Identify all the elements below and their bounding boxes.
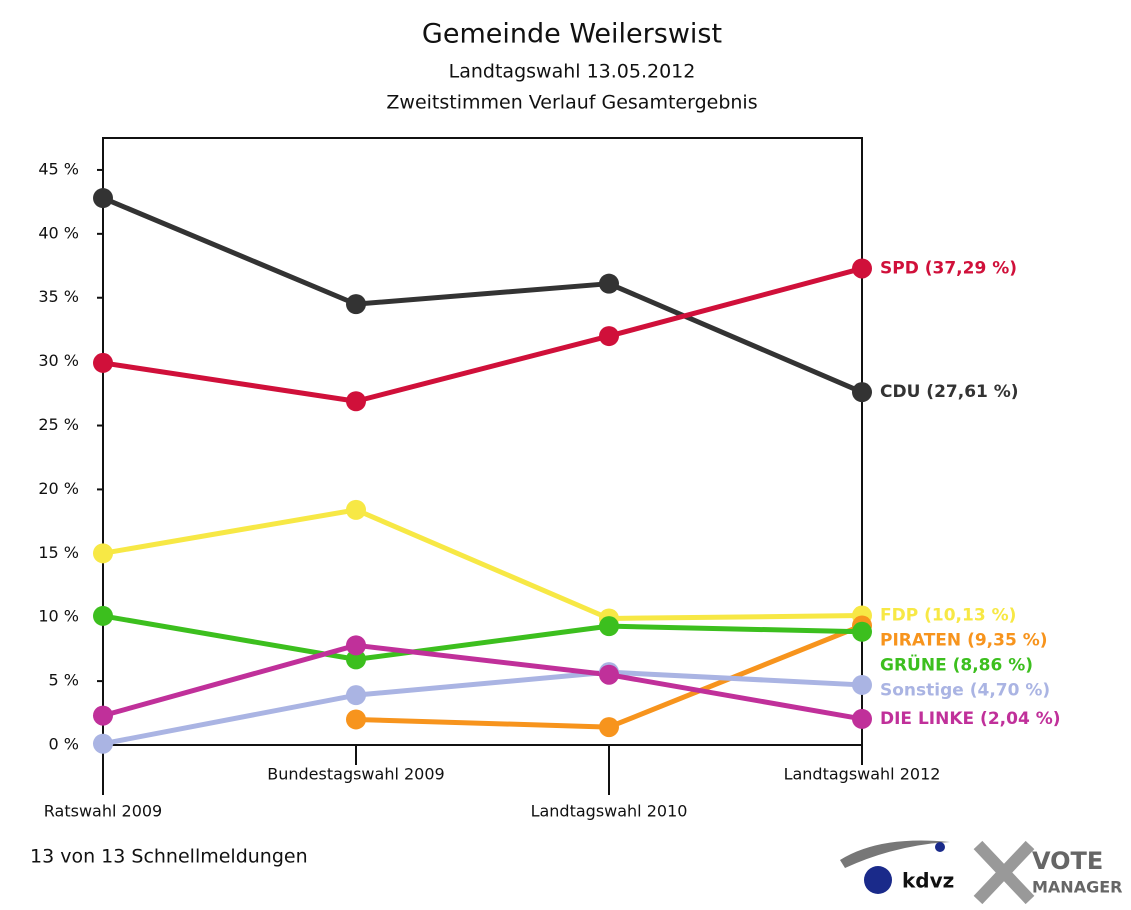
logo-text: MANAGER bbox=[1032, 878, 1122, 897]
series-marker bbox=[599, 273, 619, 294]
series-line bbox=[102, 669, 863, 747]
series-marker bbox=[93, 188, 113, 209]
y-tick-label: 10 % bbox=[38, 607, 79, 626]
series-marker bbox=[852, 621, 872, 642]
logo-swoosh bbox=[840, 840, 950, 868]
y-tick-label: 35 % bbox=[38, 287, 79, 306]
series-marker bbox=[346, 391, 366, 412]
series-label: PIRATEN (9,35 %) bbox=[880, 631, 1048, 651]
y-tick-label: 15 % bbox=[38, 543, 79, 562]
chart-title: Gemeinde Weilerswist bbox=[422, 19, 722, 50]
footer: 13 von 13 Schnellmeldungen bbox=[30, 846, 308, 868]
series-marker bbox=[346, 649, 366, 670]
series-label: GRÜNE (8,86 %) bbox=[880, 654, 1033, 676]
series-label: DIE LINKE (2,04 %) bbox=[880, 709, 1061, 729]
series-line bbox=[102, 642, 863, 722]
y-tick-label: 30 % bbox=[38, 351, 79, 370]
y-tick-label: 25 % bbox=[38, 415, 79, 434]
x-tick-label: Landtagswahl 2010 bbox=[531, 802, 688, 821]
x-tick-label: Landtagswahl 2012 bbox=[784, 765, 941, 784]
series-marker bbox=[852, 382, 872, 403]
series-marker bbox=[599, 717, 619, 738]
plot-frame bbox=[102, 137, 863, 746]
series-label: FDP (10,13 %) bbox=[880, 606, 1016, 626]
series-marker bbox=[599, 326, 619, 347]
series-marker bbox=[346, 709, 366, 730]
x-tick-label: Bundestagswahl 2009 bbox=[267, 765, 444, 784]
series-marker bbox=[93, 705, 113, 726]
logo-text: VOTE bbox=[1032, 847, 1103, 875]
series-line bbox=[102, 195, 863, 395]
series-marker bbox=[346, 635, 366, 656]
series-label: SPD (37,29 %) bbox=[880, 258, 1017, 278]
series-marker bbox=[93, 733, 113, 754]
series-marker bbox=[852, 258, 872, 279]
series-marker bbox=[93, 352, 113, 373]
y-tick-label: 0 % bbox=[49, 735, 79, 754]
series-marker bbox=[93, 605, 113, 626]
series-marker bbox=[852, 708, 872, 729]
series-marker bbox=[852, 674, 872, 695]
y-tick-label: 5 % bbox=[49, 671, 79, 690]
y-tick-label: 45 % bbox=[38, 159, 79, 178]
series-line bbox=[102, 613, 863, 662]
series-label: Sonstige (4,70 %) bbox=[880, 681, 1050, 701]
logo: kdvz VOTE MANAGER bbox=[840, 840, 1122, 905]
series-marker bbox=[93, 543, 113, 564]
series-marker bbox=[346, 685, 366, 706]
series-line bbox=[102, 507, 863, 621]
y-tick-label: 40 % bbox=[38, 223, 79, 242]
series-marker bbox=[346, 294, 366, 315]
series-marker bbox=[599, 664, 619, 685]
y-tick-label: 20 % bbox=[38, 479, 79, 498]
logo-ball bbox=[864, 866, 892, 894]
series-label: CDU (27,61 %) bbox=[880, 382, 1019, 402]
x-tick-label: Ratswahl 2009 bbox=[44, 802, 162, 821]
chart-subtitle: Zweitstimmen Verlauf Gesamtergebnis bbox=[386, 92, 757, 114]
series-line bbox=[102, 266, 863, 404]
series-marker bbox=[346, 499, 366, 520]
logo-text: kdvz bbox=[902, 869, 954, 893]
logo-ball bbox=[935, 842, 945, 852]
series-marker bbox=[599, 616, 619, 637]
logo-x bbox=[973, 840, 1035, 905]
chart-subtitle: Landtagswahl 13.05.2012 bbox=[449, 61, 696, 83]
